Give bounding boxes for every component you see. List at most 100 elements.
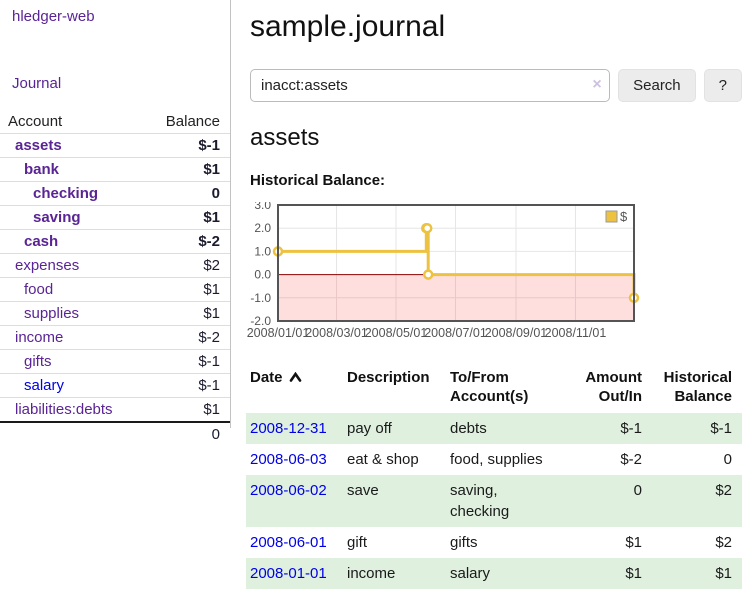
transaction-date-cell: 2008-06-02 (246, 475, 347, 527)
search-bar: × Search ? (250, 69, 742, 102)
legend-swatch (605, 210, 618, 223)
transaction-date-cell: 2008-06-01 (246, 527, 347, 558)
account-tree-table: Account Balance assets $-1 bank $1 checking 0… (0, 110, 230, 446)
account-row: bank $1 (0, 157, 230, 182)
account-link[interactable]: checking (33, 185, 99, 202)
transaction-amount-cell: $1 (625, 534, 642, 551)
transaction-date-link[interactable]: 2008-01-01 (250, 565, 327, 582)
description-column-header: Description (347, 369, 430, 386)
x-tick-label: 2008/07/01 (424, 326, 487, 340)
x-tick-label: 2008/01/01 (247, 326, 310, 340)
transaction-balance-cell: $1 (715, 565, 732, 582)
account-link[interactable]: supplies (24, 305, 80, 322)
clear-search-icon[interactable]: × (592, 76, 602, 93)
transaction-accounts-cell: food, supplies (450, 451, 543, 468)
account-link[interactable]: saving (33, 209, 81, 226)
y-tick-label: 2.0 (254, 221, 271, 235)
transaction-description-cell: income (347, 565, 396, 582)
transaction-row: 2008-06-01 gift gifts $1 $2 (246, 527, 742, 558)
transaction-description-cell: gift (347, 534, 368, 551)
x-tick-label: 2008/03/01 (305, 326, 368, 340)
search-button[interactable]: Search (618, 69, 696, 102)
amount-column-header: Amount Out/In (585, 369, 642, 405)
account-balance: $-1 (140, 373, 230, 398)
account-link[interactable]: gifts (24, 353, 52, 370)
help-button[interactable]: ? (703, 69, 742, 102)
y-tick-label: -1.0 (250, 291, 271, 305)
y-tick-label: 1.0 (254, 244, 271, 258)
account-link[interactable]: food (24, 281, 54, 298)
account-link[interactable]: bank (24, 161, 60, 178)
transaction-accounts-cell: gifts (450, 534, 478, 551)
transaction-date-cell: 2008-01-01 (246, 558, 347, 589)
account-row: salary $-1 (0, 373, 230, 398)
date-header-label: Date (250, 369, 283, 386)
sidebar-item-journal[interactable]: Journal (12, 75, 62, 92)
account-link[interactable]: assets (15, 137, 62, 154)
accounts-column-header: To/From Account(s) (450, 369, 529, 405)
date-column-header[interactable]: Date (246, 364, 347, 413)
transaction-date-cell: 2008-06-03 (246, 444, 347, 475)
account-total-row: 0 (0, 421, 230, 446)
register-header-row: Date Description To/From Account(s) Amou… (246, 364, 742, 413)
account-balance: $1 (140, 157, 230, 182)
transaction-balance-cell: $2 (715, 534, 732, 551)
transaction-row: 2008-06-03 eat & shop food, supplies $-2 0 (246, 444, 742, 475)
transaction-date-link[interactable]: 2008-06-02 (250, 482, 327, 499)
transaction-balance-cell: $-1 (710, 420, 732, 437)
transaction-row: 2008-12-31 pay off debts $-1 $-1 (246, 413, 742, 444)
account-link[interactable]: salary (24, 377, 65, 394)
chart-heading: Historical Balance: (250, 172, 386, 189)
account-balance: $-1 (140, 133, 230, 158)
account-row: assets $-1 (0, 133, 230, 158)
account-balance: $-2 (140, 229, 230, 254)
account-row: liabilities:debts $1 (0, 397, 230, 423)
main-content: sample.journal × Search ? assets Histori… (246, 0, 742, 589)
account-row: cash $-2 (0, 229, 230, 254)
chart-canvas: $3.0 2.0 1.0 0.0 -1.0 -2.02008/01/012008/03/0… (247, 198, 640, 340)
account-column-header: Account (0, 110, 141, 134)
account-link[interactable]: liabilities:debts (15, 401, 113, 418)
transaction-amount-cell: $-2 (620, 451, 642, 468)
account-balance: $-1 (140, 349, 230, 374)
search-input[interactable] (250, 69, 611, 102)
account-link[interactable]: income (15, 329, 64, 346)
page-title: sample.journal (250, 10, 446, 43)
account-row: expenses $2 (0, 253, 230, 278)
account-row: food $1 (0, 277, 230, 302)
transaction-balance-cell: 0 (723, 451, 732, 468)
register-table: Date Description To/From Account(s) Amou… (246, 364, 742, 589)
transaction-amount-cell: $1 (625, 565, 642, 582)
transaction-date-link[interactable]: 2008-06-03 (250, 451, 327, 468)
y-tick-label: -2.0 (250, 314, 271, 328)
app-title-link[interactable]: hledger-web (12, 8, 95, 25)
transaction-accounts-cell: saving, checking (450, 482, 510, 520)
transaction-accounts-cell: salary (450, 565, 491, 582)
account-tree-header-row: Account Balance (0, 110, 230, 134)
account-balance: $1 (140, 277, 230, 302)
transaction-date-cell: 2008-12-31 (246, 413, 347, 444)
account-link[interactable]: expenses (15, 257, 80, 274)
data-point-marker (421, 222, 433, 234)
account-balance: $-2 (140, 325, 230, 350)
transaction-row: 2008-06-02 save saving, checking 0 $2 (246, 475, 742, 527)
transaction-date-link[interactable]: 2008-06-01 (250, 534, 327, 551)
account-link[interactable]: cash (24, 233, 59, 250)
account-row: supplies $1 (0, 301, 230, 326)
balance-column-header: Balance (140, 110, 230, 134)
sidebar: hledger-web Journal Account Balance asse… (0, 0, 231, 446)
transaction-balance-cell: $2 (715, 482, 732, 499)
x-tick-label: 2008/05/01 (365, 326, 428, 340)
account-balance: $1 (140, 301, 230, 326)
transaction-description-cell: eat & shop (347, 451, 419, 468)
account-balance: $1 (140, 397, 230, 423)
transaction-description-cell: save (347, 482, 379, 499)
sort-ascending-icon (289, 371, 301, 382)
historical-balance-chart: $3.0 2.0 1.0 0.0 -1.0 -2.0 2008/01/01 2008/03/0… (242, 198, 742, 344)
account-balance: $1 (140, 205, 230, 230)
transaction-date-link[interactable]: 2008-12-31 (250, 420, 327, 437)
account-tree-body: assets $-1 bank $1 checking 0 saving $1 cash $-2 e… (0, 133, 230, 423)
account-total-value: 0 (0, 421, 230, 446)
account-balance: $2 (140, 253, 230, 278)
register-body: 2008-12-31 pay off debts $-1 $-1 2008-06-03 ea… (246, 413, 742, 589)
